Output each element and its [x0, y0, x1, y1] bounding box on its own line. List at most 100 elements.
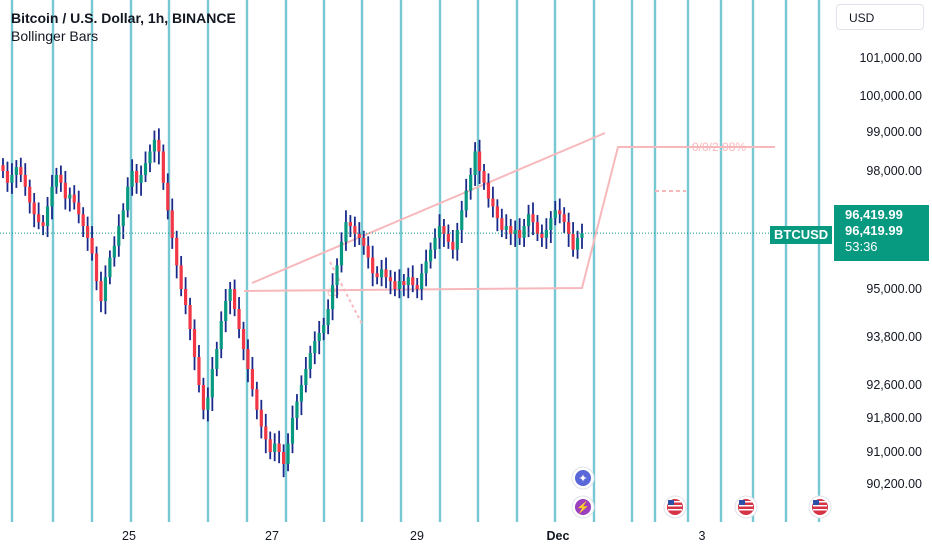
candle — [139, 165, 143, 196]
candle — [446, 224, 450, 249]
candle — [522, 218, 526, 247]
candle — [455, 222, 459, 261]
price-tick-label: 101,000.00 — [859, 51, 922, 65]
percent-label: 0/0/2.08% — [692, 140, 746, 154]
candle — [330, 273, 335, 321]
time-axis: 25 27 29 Dec 3 — [122, 529, 705, 543]
candle — [290, 405, 295, 454]
candle — [335, 258, 339, 299]
candle — [299, 375, 304, 416]
candle — [495, 199, 499, 232]
candle — [99, 271, 103, 313]
symbol-title: Bitcoin / U.S. Dollar, 1h, BINANCE — [11, 10, 236, 26]
candle — [348, 215, 352, 238]
candle — [10, 163, 14, 194]
candle — [442, 218, 446, 247]
channel-upper-line — [251, 132, 606, 284]
candle — [575, 230, 580, 259]
candle — [571, 222, 575, 257]
candle — [504, 214, 508, 240]
price-tick-label: 95,000.00 — [866, 282, 922, 296]
candle — [201, 377, 206, 420]
candle — [313, 331, 317, 365]
candle — [540, 224, 544, 247]
candle — [482, 163, 486, 190]
price-tick-label: 90,200.00 — [866, 477, 922, 491]
candle — [121, 203, 125, 240]
candle — [509, 218, 513, 245]
last-price-top: 96,419.99 — [845, 207, 903, 222]
candle — [241, 321, 246, 361]
candle — [477, 139, 482, 184]
candle — [357, 222, 361, 245]
symbol-label: BTCUSD — [774, 227, 829, 242]
candle — [553, 200, 557, 226]
candle — [148, 144, 152, 173]
candle — [1, 158, 5, 179]
candle — [420, 263, 424, 301]
candle — [135, 163, 139, 194]
candle — [526, 204, 531, 238]
candle — [317, 321, 321, 355]
candle — [117, 214, 121, 257]
candle — [143, 151, 148, 183]
candle — [451, 230, 455, 259]
svg-text:⚡: ⚡ — [576, 501, 590, 514]
candle — [353, 216, 357, 247]
candle — [415, 277, 419, 299]
time-tick-label: Dec — [547, 529, 570, 543]
us-flag-event-icon — [734, 495, 758, 519]
time-tick-label: 25 — [122, 529, 136, 543]
candle — [41, 215, 45, 236]
candle — [86, 216, 90, 251]
candle-series — [1, 128, 584, 478]
currency-button[interactable]: USD — [836, 4, 924, 30]
candle — [14, 160, 18, 188]
candle — [32, 193, 36, 228]
bar-countdown: 53:36 — [845, 239, 878, 254]
candle — [219, 311, 223, 359]
candle — [50, 174, 54, 220]
session-lines — [10, 0, 821, 522]
candle — [161, 144, 165, 190]
candle — [19, 157, 23, 183]
price-tick-label: 93,800.00 — [866, 330, 922, 344]
candle — [94, 246, 99, 291]
candle — [437, 214, 442, 249]
candle — [366, 236, 370, 269]
candle — [308, 345, 312, 379]
candle — [215, 341, 219, 377]
candle — [326, 299, 330, 335]
candle — [460, 200, 464, 243]
time-tick-label: 27 — [265, 529, 279, 543]
candle — [23, 163, 27, 196]
candle — [513, 220, 517, 247]
candle — [339, 232, 344, 273]
candle — [295, 394, 299, 430]
candle — [90, 226, 94, 261]
candle — [130, 159, 134, 196]
indicator-label[interactable]: Bollinger Bars — [11, 28, 99, 44]
candle — [393, 271, 397, 297]
candle — [549, 211, 553, 243]
candle — [103, 265, 108, 315]
last-price: 96,419.99 — [845, 223, 903, 238]
candle — [228, 281, 232, 315]
candle — [531, 202, 535, 236]
time-tick-label: 3 — [699, 529, 706, 543]
candle — [255, 381, 259, 420]
candle — [77, 190, 81, 224]
candle — [344, 210, 348, 251]
candle — [379, 259, 384, 287]
price-tick-label: 91,000.00 — [866, 445, 922, 459]
candle — [371, 245, 375, 287]
us-flag-event-icon — [663, 495, 687, 519]
candle — [273, 433, 277, 462]
us-flag-event-icon — [808, 495, 832, 519]
candle — [72, 185, 76, 210]
candle — [250, 357, 255, 397]
candle — [406, 267, 410, 299]
candle — [175, 230, 179, 279]
candle — [197, 345, 201, 393]
